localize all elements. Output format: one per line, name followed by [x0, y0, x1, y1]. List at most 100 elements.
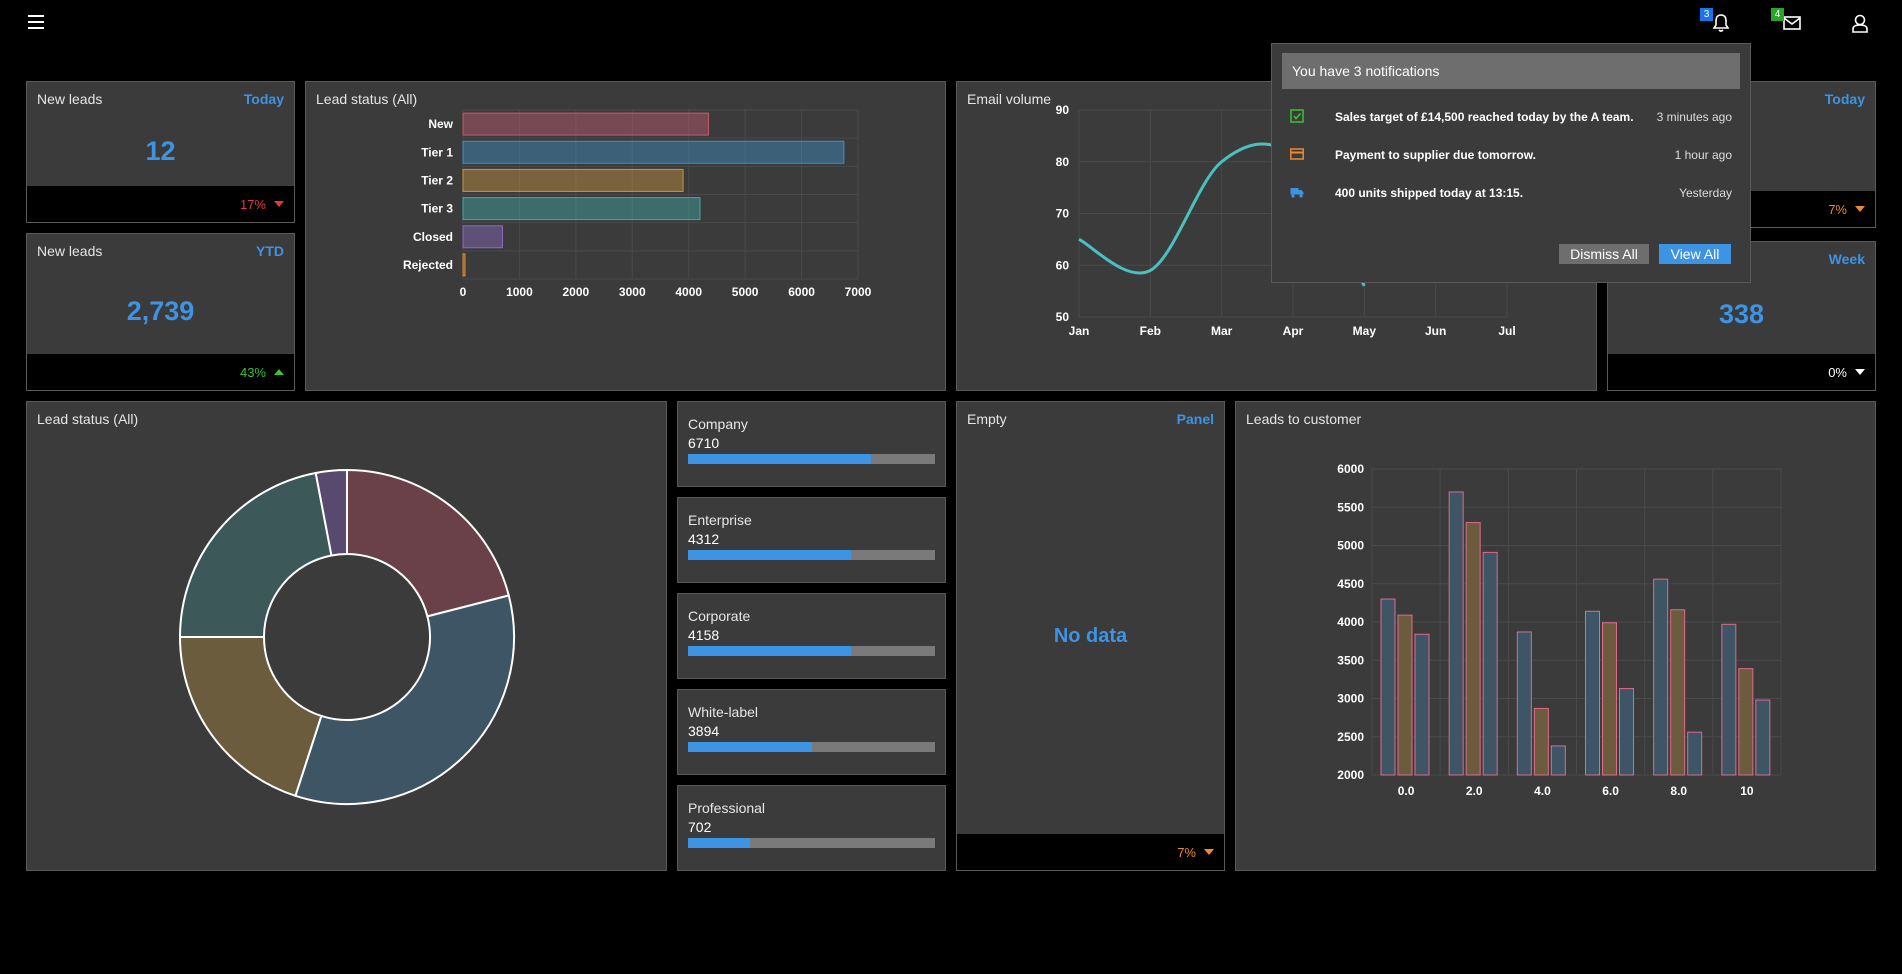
segment-label: Professional: [688, 800, 766, 816]
bar: [1550, 745, 1566, 776]
notification-time: 1 hour ago: [1674, 148, 1732, 162]
notifications-header: You have 3 notifications: [1282, 53, 1740, 89]
kpi-value: 12: [145, 136, 176, 166]
category-label: Tier 1: [421, 145, 453, 159]
hamburger-menu-icon[interactable]: [28, 15, 44, 29]
user-profile-button[interactable]: [1849, 12, 1873, 36]
category-label: Rejected: [403, 258, 453, 272]
bar: [1653, 578, 1669, 776]
messages-button[interactable]: 4: [1771, 8, 1805, 36]
bar: [1687, 731, 1703, 776]
notification-item[interactable]: Sales target of £14,500 reached today by…: [1272, 107, 1750, 127]
y-tick-label: 60: [1056, 258, 1070, 272]
x-tick-label: 5000: [732, 285, 759, 299]
y-tick-label: 3500: [1337, 653, 1364, 667]
segment-progress-fill: [688, 838, 750, 848]
segment-tile-white-label: White-label 3894: [677, 689, 946, 775]
notification-text: Sales target of £14,500 reached today by…: [1335, 110, 1634, 124]
x-tick-label: 4.0: [1534, 784, 1551, 798]
y-tick-label: 5500: [1337, 500, 1364, 514]
panel-period-tag[interactable]: Today: [243, 91, 284, 107]
kpi-new-leads-ytd: New leads YTD 2,739 43%: [26, 233, 295, 391]
segment-progress-fill: [688, 454, 871, 464]
segment-value: 3894: [688, 723, 720, 739]
bar: [1738, 668, 1754, 776]
bar: [1602, 622, 1617, 776]
bar: [1755, 699, 1771, 776]
segment-value: 6710: [688, 435, 720, 451]
segment-progress-bar: [688, 742, 935, 752]
bar: [462, 253, 466, 277]
segment-tile-professional: Professional 702: [677, 785, 946, 871]
credit-card-icon: [1290, 148, 1304, 160]
segment-progress-bar: [688, 646, 935, 656]
segment-label: White-label: [688, 704, 759, 720]
x-tick-label: Mar: [1211, 324, 1233, 338]
panel-change-value: 7%: [1177, 845, 1196, 860]
lead-status-bar-panel: Lead status (All) 0 1000 2000 3000 4000 5000 6…: [305, 81, 946, 391]
envelope-icon: [1783, 16, 1801, 30]
trend-down-icon: [1204, 849, 1214, 855]
segment-progress-fill: [688, 742, 812, 752]
x-tick-label: 6.0: [1602, 784, 1619, 798]
segment-tile-enterprise: Enterprise 4312: [677, 497, 946, 583]
x-tick-label: 2.0: [1466, 784, 1483, 798]
panel-period-tag[interactable]: Week: [1828, 251, 1865, 267]
x-tick-label: 10: [1740, 784, 1754, 798]
bar: [1516, 631, 1532, 776]
kpi-footer: 43%: [27, 354, 294, 390]
top-bar: 3 4: [0, 0, 1902, 50]
panel-period-tag[interactable]: Today: [1824, 91, 1865, 107]
x-tick-label: 1000: [506, 285, 533, 299]
category-label: New: [428, 117, 453, 131]
panel-tag[interactable]: Panel: [1176, 411, 1214, 427]
x-tick-label: 7000: [845, 285, 872, 299]
notifications-bell-button[interactable]: 3: [1700, 8, 1734, 36]
view-all-button[interactable]: View All: [1659, 244, 1731, 264]
panel-period-tag[interactable]: YTD: [256, 243, 284, 259]
y-tick-label: 2000: [1337, 768, 1364, 782]
x-tick-label: 8.0: [1670, 784, 1687, 798]
y-tick-label: 4500: [1337, 577, 1364, 591]
lead-status-donut-chart: [178, 468, 515, 805]
bar: [1721, 623, 1737, 776]
category-label: Tier 2: [421, 173, 453, 187]
notification-item[interactable]: Payment to supplier due tomorrow. 1 hour…: [1272, 145, 1750, 165]
leads-to-customer-panel: Leads to customer 6000 5500 5000 4500 4000 35…: [1235, 401, 1876, 871]
lead-status-bar-chart: 0 1000 2000 3000 4000 5000 6000 7000 New Tier 1 Ti…: [403, 109, 872, 299]
panel-change: 7%: [1177, 845, 1214, 860]
donut-slice: [178, 636, 323, 798]
segment-progress-bar: [688, 454, 935, 464]
trend-up-icon: [274, 369, 284, 375]
x-tick-label: Jun: [1425, 324, 1446, 338]
segment-label: Company: [688, 416, 748, 432]
x-tick-label: 6000: [788, 285, 815, 299]
segment-label: Corporate: [688, 608, 751, 624]
bar: [1465, 522, 1481, 776]
panel-title: New leads: [37, 243, 103, 259]
x-tick-label: 0: [460, 285, 467, 299]
notification-time: 3 minutes ago: [1656, 110, 1732, 124]
segment-progress-bar: [688, 550, 935, 560]
notifications-dropdown: You have 3 notifications Sales target of…: [1271, 43, 1751, 283]
messages-count-badge: 4: [1771, 8, 1784, 21]
y-tick-label: 3000: [1337, 692, 1364, 706]
y-tick-label: 70: [1056, 207, 1070, 221]
kpi-change: 0%: [1828, 365, 1865, 380]
bar: [1448, 491, 1464, 776]
notification-item[interactable]: 400 units shipped today at 13:15. Yester…: [1272, 183, 1750, 203]
segment-tile-corporate: Corporate 4158: [677, 593, 946, 679]
donut-slice: [314, 468, 348, 557]
y-tick-label: 50: [1056, 310, 1070, 324]
segment-value: 4158: [688, 627, 720, 643]
segment-value: 4312: [688, 531, 720, 547]
y-tick-label: 2500: [1337, 730, 1364, 744]
y-tick-label: 4000: [1337, 615, 1364, 629]
x-tick-label: 4000: [675, 285, 702, 299]
dismiss-all-button[interactable]: Dismiss All: [1559, 244, 1649, 264]
leads-to-customer-bar-chart: 6000 5500 5000 4500 4000 3500 3000 2500 2000 0.0 2…: [1337, 462, 1782, 798]
panel-title: Lead status (All): [37, 411, 139, 427]
kpi-value: 338: [1718, 299, 1765, 329]
donut-slice: [294, 594, 515, 805]
x-tick-label: 3000: [619, 285, 646, 299]
